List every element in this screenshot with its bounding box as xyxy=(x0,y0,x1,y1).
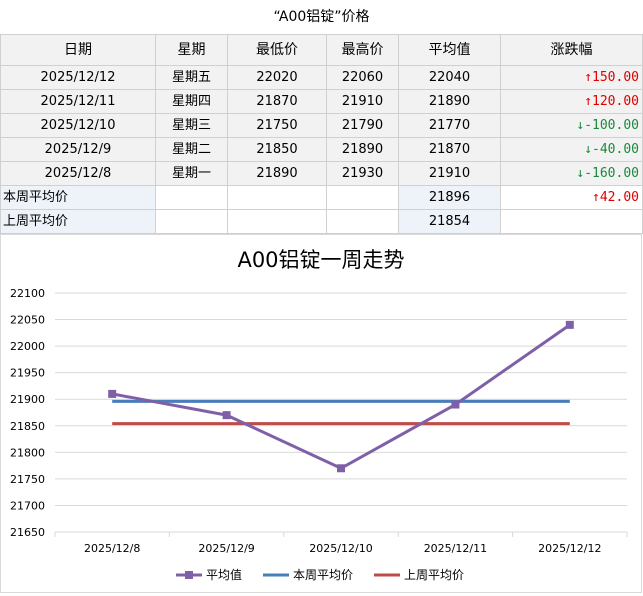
col-header-weekday: 星期 xyxy=(155,34,228,66)
col-header-change: 涨跌幅 xyxy=(500,34,643,66)
page-title: “A00铝锭”价格 xyxy=(273,9,370,25)
cell-avg: 21870 xyxy=(398,137,501,162)
x-tick-label: 2025/12/9 xyxy=(198,542,254,555)
cell-weekday: 星期四 xyxy=(155,89,228,114)
empty-cell xyxy=(326,185,399,210)
y-tick-label: 22050 xyxy=(10,314,45,327)
cell-low: 21750 xyxy=(227,113,327,138)
this-week-avg-label: 本周平均价 xyxy=(0,185,156,210)
last-week-avg-row: 上周平均价 21854 xyxy=(0,209,643,234)
cell-low: 21850 xyxy=(227,137,327,162)
cell-change: ↑150.00 xyxy=(500,65,643,90)
data-point xyxy=(222,411,231,420)
cell-high: 21890 xyxy=(326,137,399,162)
cell-low: 22020 xyxy=(227,65,327,90)
col-header-low: 最低价 xyxy=(227,34,327,66)
cell-low: 21890 xyxy=(227,161,327,186)
y-tick-label: 21750 xyxy=(10,473,45,486)
empty-cell xyxy=(500,209,643,234)
y-tick-label: 21650 xyxy=(10,526,45,539)
cell-date: 2025/12/9 xyxy=(0,137,156,162)
empty-cell xyxy=(155,209,228,234)
cell-date: 2025/12/11 xyxy=(0,89,156,114)
chart-title: A00铝锭一周走势 xyxy=(237,248,404,272)
legend-label: 平均值 xyxy=(206,567,242,582)
cell-change: ↓-160.00 xyxy=(500,161,643,186)
x-tick-label: 2025/12/8 xyxy=(84,542,140,555)
y-tick-label: 21950 xyxy=(10,367,45,380)
price-table: 日期 星期 最低价 最高价 平均值 涨跌幅 2025/12/12 星期五 220… xyxy=(0,34,643,234)
cell-change: ↓-100.00 xyxy=(500,113,643,138)
table-row: 2025/12/9 星期二 21850 21890 21870 ↓-40.00 xyxy=(0,137,643,162)
y-tick-label: 21700 xyxy=(10,499,45,512)
x-tick-label: 2025/12/12 xyxy=(538,542,601,555)
this-week-avg-change: ↑42.00 xyxy=(500,185,643,210)
empty-cell xyxy=(227,209,327,234)
cell-avg: 21890 xyxy=(398,89,501,114)
cell-high: 21930 xyxy=(326,161,399,186)
this-week-avg-value: 21896 xyxy=(398,185,501,210)
y-tick-label: 21850 xyxy=(10,420,45,433)
data-point xyxy=(451,400,460,409)
cell-change: ↓-40.00 xyxy=(500,137,643,162)
cell-avg: 21910 xyxy=(398,161,501,186)
cell-weekday: 星期三 xyxy=(155,113,228,138)
cell-avg: 21770 xyxy=(398,113,501,138)
cell-date: 2025/12/12 xyxy=(0,65,156,90)
legend-marker xyxy=(185,571,193,579)
col-header-avg: 平均值 xyxy=(398,34,501,66)
table-row: 2025/12/11 星期四 21870 21910 21890 ↑120.00 xyxy=(0,89,643,114)
last-week-avg-label: 上周平均价 xyxy=(0,209,156,234)
col-header-date: 日期 xyxy=(0,34,156,66)
table-header-row: 日期 星期 最低价 最高价 平均值 涨跌幅 xyxy=(0,34,643,66)
table-row: 2025/12/10 星期三 21750 21790 21770 ↓-100.0… xyxy=(0,113,643,138)
data-point xyxy=(565,320,574,329)
table-row: 2025/12/8 星期一 21890 21930 21910 ↓-160.00 xyxy=(0,161,643,186)
y-tick-label: 21900 xyxy=(10,393,45,406)
table-row: 2025/12/12 星期五 22020 22060 22040 ↑150.00 xyxy=(0,65,643,90)
x-tick-label: 2025/12/10 xyxy=(309,542,372,555)
cell-weekday: 星期一 xyxy=(155,161,228,186)
col-header-high: 最高价 xyxy=(326,34,399,66)
cell-date: 2025/12/10 xyxy=(0,113,156,138)
cell-change: ↑120.00 xyxy=(500,89,643,114)
cell-date: 2025/12/8 xyxy=(0,161,156,186)
empty-cell xyxy=(227,185,327,210)
cell-low: 21870 xyxy=(227,89,327,114)
y-tick-label: 22100 xyxy=(10,287,45,300)
empty-cell xyxy=(155,185,228,210)
cell-high: 21910 xyxy=(326,89,399,114)
y-tick-label: 22000 xyxy=(10,340,45,353)
last-week-avg-value: 21854 xyxy=(398,209,501,234)
cell-avg: 22040 xyxy=(398,65,501,90)
trend-line-chart: A00铝锭一周走势 21650 21700 21750 21800 21850 21900 2… xyxy=(10,248,628,582)
cell-high: 22060 xyxy=(326,65,399,90)
y-tick-label: 21800 xyxy=(10,446,45,459)
cell-weekday: 星期五 xyxy=(155,65,228,90)
this-week-avg-row: 本周平均价 21896 ↑42.00 xyxy=(0,185,643,210)
legend-label: 本周平均价 xyxy=(293,568,353,582)
data-point xyxy=(337,464,345,473)
legend-label: 上周平均价 xyxy=(404,568,464,582)
cell-weekday: 星期二 xyxy=(155,137,228,162)
empty-cell xyxy=(326,209,399,234)
trend-chart-panel: A00铝锭一周走势 21650 21700 21750 21800 21850 21900 2… xyxy=(0,234,642,593)
cell-high: 21790 xyxy=(326,113,399,138)
x-tick-label: 2025/12/11 xyxy=(424,542,487,555)
data-point xyxy=(108,389,117,398)
